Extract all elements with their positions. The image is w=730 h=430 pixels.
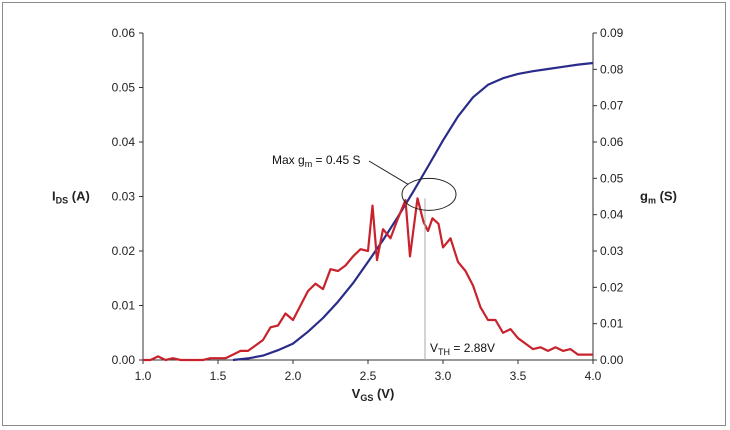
y-right-tick-label: 0.08 [600,62,624,76]
x-tick-label: 1.5 [210,369,227,383]
y-right-tick-label: 0.01 [600,317,624,331]
x-axis-label-sub: GS [360,393,373,403]
ticks: 1.0 1.5 2.0 2.5 3.0 3.5 4.0 0.00 0.01 0.02 0.03 0.0… [112,26,624,383]
axes [142,33,594,361]
x-tick-label: 2.5 [360,369,377,383]
series [143,61,594,362]
x-axis-label-main: V [352,386,361,401]
y-right-label-tail: (S) [656,189,677,204]
chart-frame [2,2,726,426]
vth-label-main: V [430,341,438,355]
x-tick-label: 3.0 [435,369,452,383]
y-right-tick-label: 0.07 [600,99,624,113]
x-tick-label: 4.0 [585,369,602,383]
y-right-tick-label: 0.06 [600,135,624,149]
y-left-tick-label: 0.06 [112,26,136,40]
y-left-tick-label: 0.04 [112,135,136,149]
vth-label-sub: TH [438,347,450,357]
vth-label: VTH = 2.88V [430,341,495,357]
y-left-tick-label: 0.00 [112,353,136,367]
y-left-label-tail: (A) [68,189,90,204]
y-left-tick-label: 0.01 [112,299,136,313]
y-left-tick-label: 0.02 [112,244,136,258]
x-tick-label: 2.0 [285,369,302,383]
vth-label-tail: = 2.88V [450,341,495,355]
y-left-label-sub: DS [56,196,69,206]
y-left-label-main: I [52,189,56,204]
max-gm-label-main: Max g [272,153,305,167]
y-right-tick-label: 0.05 [600,171,624,185]
y-left-axis-label: IDS (A) [52,189,90,206]
y-left-tick-label: 0.03 [112,190,136,204]
max-gm-label: Max gm = 0.45 S [272,153,361,169]
annotations: Max gm = 0.45 S VTH = 2.88V [272,153,495,360]
y-right-tick-label: 0.02 [600,280,624,294]
y-right-tick-label: 0.00 [600,353,624,367]
max-gm-callout-line [368,160,409,185]
x-tick-label: 1.0 [135,369,152,383]
max-gm-label-sub: m [305,159,313,169]
x-axis-label-tail: (V) [373,386,394,401]
max-gm-label-tail: = 0.45 S [312,153,360,167]
x-tick-label: 3.5 [510,369,527,383]
y-right-tick-label: 0.04 [600,208,624,222]
y-right-label-main: g [640,189,648,204]
y-right-label-sub: m [648,196,656,206]
series-line-gm [143,197,593,362]
x-axis-label: VGS (V) [352,386,395,403]
y-right-tick-label: 0.03 [600,244,624,258]
y-right-axis-label: gm (S) [640,189,677,206]
series-line-ids [232,61,594,362]
max-gm-ellipse [401,177,457,211]
y-right-tick-label: 0.09 [600,26,624,40]
y-left-tick-label: 0.05 [112,81,136,95]
